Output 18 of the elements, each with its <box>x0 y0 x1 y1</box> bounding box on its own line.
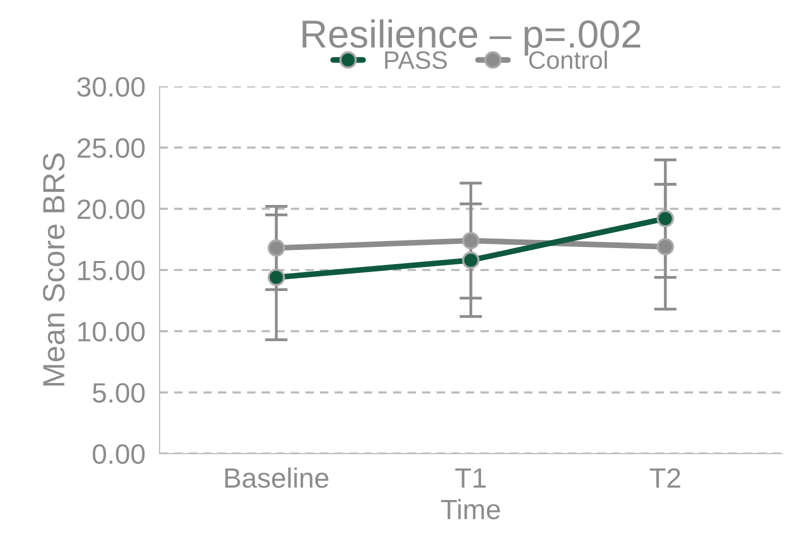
point <box>268 239 285 257</box>
point <box>656 238 674 256</box>
x-tick-label: Baseline <box>225 467 328 488</box>
y-tick-label: 0.00 <box>92 444 145 464</box>
y-tick-label: 10.00 <box>78 322 145 342</box>
point <box>462 252 480 269</box>
x-tick-label: T2 <box>650 468 680 488</box>
y-tick-label: 5.00 <box>92 383 145 403</box>
x-axis-title: Time <box>441 498 500 520</box>
x-tick-label: T1 <box>455 468 486 488</box>
point <box>656 210 674 228</box>
y-tick-label: 20.00 <box>78 199 145 220</box>
y-axis-title: Mean Score BRS <box>42 153 65 386</box>
y-tick-label: 15.00 <box>78 260 145 280</box>
point <box>268 268 285 286</box>
y-tick-label: 30.00 <box>77 77 145 97</box>
point <box>462 232 480 250</box>
y-tick-label: 25.00 <box>78 138 145 158</box>
